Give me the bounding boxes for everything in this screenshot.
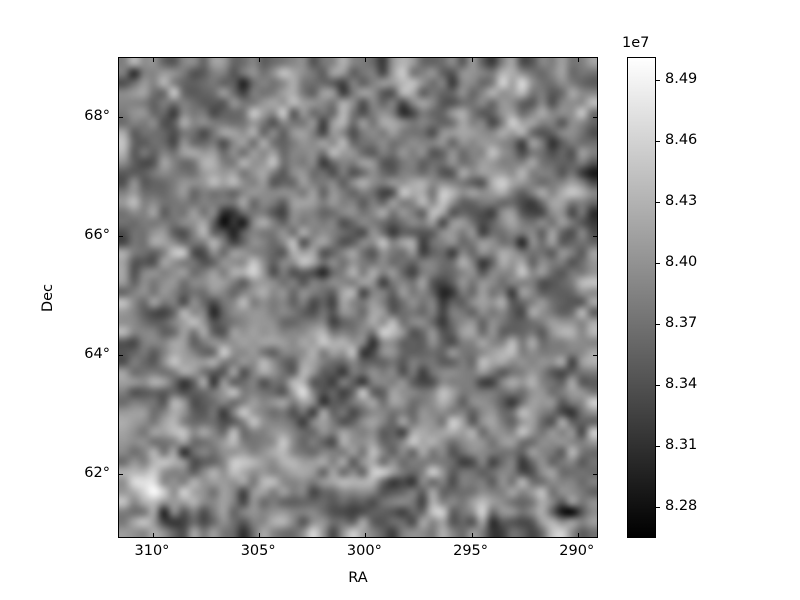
colorbar-tick-label: 8.31 [665,436,698,453]
y-tick-label: 64° [84,345,110,362]
x-tick-mark [152,533,154,537]
x-tick-mark [365,58,367,62]
colorbar [627,57,660,538]
colorbar-tick-mark [655,323,660,325]
sky-map-axes [118,57,598,538]
colorbar-tick-mark [655,384,660,386]
colorbar-tick-label: 8.28 [665,497,698,514]
y-tick-mark [119,354,123,356]
x-tick-label: 290° [559,543,595,559]
x-tick-mark [471,58,473,62]
y-tick-label: 62° [84,464,110,481]
x-tick-mark [365,533,367,537]
x-tick-label: 310° [134,543,170,559]
x-tick-mark [471,533,473,537]
colorbar-tick-mark [655,202,660,204]
colorbar-tick-mark [655,80,660,82]
colorbar-tick-label: 8.43 [665,193,698,210]
y-tick-mark [593,473,597,475]
x-tick-mark [259,533,261,537]
colorbar-tick-label: 8.46 [665,132,698,149]
colorbar-gradient [627,57,660,538]
y-tick-mark [119,117,123,119]
x-axis-label: RA [348,570,368,586]
colorbar-tick-label: 8.40 [665,253,698,270]
sky-map-image [119,58,597,537]
y-axis-label: Dec [40,283,56,313]
colorbar-tick-mark [655,262,660,264]
colorbar-offset-text: 1e7 [622,35,650,51]
y-tick-mark [593,236,597,238]
y-tick-mark [119,236,123,238]
x-tick-label: 300° [346,543,382,559]
y-tick-label: 66° [84,227,110,244]
colorbar-tick-mark [655,141,660,143]
y-tick-mark [593,117,597,119]
x-tick-mark [577,533,579,537]
colorbar-tick-label: 8.37 [665,314,698,331]
y-tick-label: 68° [84,108,110,125]
colorbar-tick-label: 8.34 [665,375,698,392]
y-tick-mark [119,473,123,475]
x-tick-mark [259,58,261,62]
x-tick-label: 295° [453,543,489,559]
y-tick-mark [593,354,597,356]
x-tick-label: 305° [240,543,276,559]
colorbar-tick-label: 8.49 [665,71,698,88]
colorbar-tick-mark [655,506,660,508]
x-tick-mark [577,58,579,62]
colorbar-tick-mark [655,445,660,447]
x-tick-mark [152,58,154,62]
